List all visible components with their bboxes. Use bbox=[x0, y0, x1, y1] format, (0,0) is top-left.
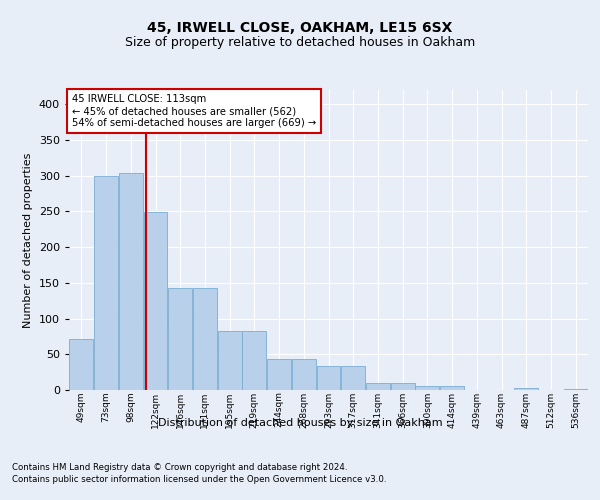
Text: Contains HM Land Registry data © Crown copyright and database right 2024.: Contains HM Land Registry data © Crown c… bbox=[12, 463, 347, 472]
Bar bbox=[143, 212, 167, 390]
Bar bbox=[168, 288, 192, 390]
Text: Size of property relative to detached houses in Oakham: Size of property relative to detached ho… bbox=[125, 36, 475, 49]
Bar bbox=[193, 288, 217, 390]
Text: Distribution of detached houses by size in Oakham: Distribution of detached houses by size … bbox=[158, 418, 442, 428]
Bar bbox=[267, 358, 291, 390]
Bar bbox=[292, 358, 316, 390]
Text: 45, IRWELL CLOSE, OAKHAM, LE15 6SX: 45, IRWELL CLOSE, OAKHAM, LE15 6SX bbox=[148, 20, 452, 34]
Text: 45 IRWELL CLOSE: 113sqm
← 45% of detached houses are smaller (562)
54% of semi-d: 45 IRWELL CLOSE: 113sqm ← 45% of detache… bbox=[71, 94, 316, 128]
Bar bbox=[514, 388, 538, 390]
Bar bbox=[415, 386, 439, 390]
Bar bbox=[440, 386, 464, 390]
Bar bbox=[242, 332, 266, 390]
Bar bbox=[119, 173, 143, 390]
Bar bbox=[70, 340, 94, 390]
Bar bbox=[341, 366, 365, 390]
Bar bbox=[317, 366, 340, 390]
Bar bbox=[366, 383, 390, 390]
Bar bbox=[94, 176, 118, 390]
Bar bbox=[218, 332, 242, 390]
Text: Contains public sector information licensed under the Open Government Licence v3: Contains public sector information licen… bbox=[12, 476, 386, 484]
Y-axis label: Number of detached properties: Number of detached properties bbox=[23, 152, 33, 328]
Bar bbox=[391, 383, 415, 390]
